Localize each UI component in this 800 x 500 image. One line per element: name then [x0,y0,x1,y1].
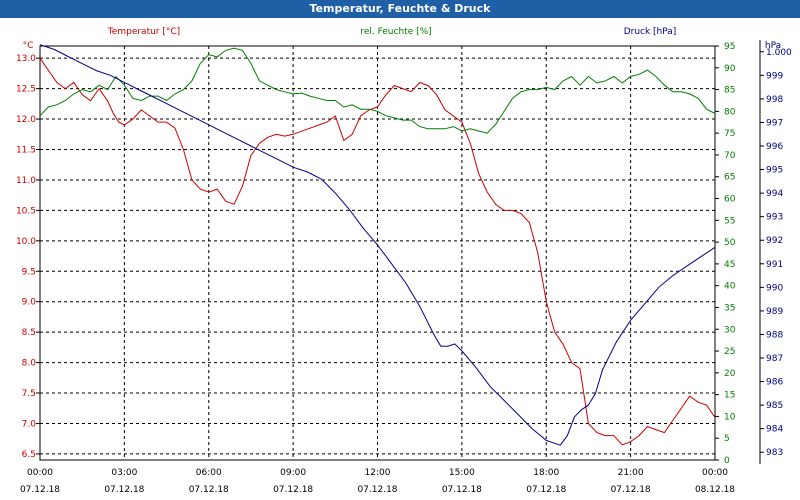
humidity-tick-label: 0 [724,456,730,466]
temperature-tick-label: 10.0 [16,237,36,247]
pressure-unit-label: hPa [765,41,781,51]
pressure-tick-label: 998 [766,95,783,105]
chart-canvas: 00:00 07.12.18 03:00 07.12.18 06:00 07.12.18 0… [16,27,792,495]
humidity-tick-label: 55 [724,216,735,226]
humidity-tick-label: 25 [724,347,735,357]
pressure-tick-label: 985 [766,401,783,411]
legend-humidity: rel. Feuchte [%] [360,27,431,37]
pressure-tick-label: 999 [766,71,783,81]
x-tick-time: 12:00 [365,468,391,478]
pressure-tick-label: 994 [766,189,783,199]
temperature-tick-label: 11.0 [16,176,36,186]
temperature-tick-label: 13.0 [16,54,36,64]
humidity-tick-label: 40 [724,282,736,292]
temperature-tick-label: 9.0 [22,298,37,308]
series-line-temperature [39,57,716,446]
temperature-tick-label: 12.5 [16,85,36,95]
x-tick-date: 07.12.18 [273,485,313,495]
humidity-tick-label: 85 [724,86,735,96]
humidity-tick-label: 95 [724,42,735,52]
temperature-tick-label: 7.5 [22,389,36,399]
temperature-tick-label: 10.5 [16,206,36,216]
temperature-tick-label: 9.5 [22,267,36,277]
humidity-tick-label: 65 [724,173,735,183]
humidity-tick-label: 30 [724,325,736,335]
x-tick-time: 00:00 [702,468,728,478]
pressure-tick-label: 997 [766,118,783,128]
pressure-tick-label: 993 [766,213,783,223]
pressure-tick-label: 984 [766,425,783,435]
temperature-tick-label: 11.5 [16,146,36,156]
x-tick-time: 00:00 [27,468,53,478]
pressure-tick-label: 989 [766,307,783,317]
pressure-tick-label: 1.000 [766,48,792,58]
x-tick-date: 07.12.18 [442,485,482,495]
humidity-tick-label: 70 [724,151,736,161]
x-tick-time: 18:00 [533,468,559,478]
x-tick-time: 15:00 [449,468,475,478]
x-tick-time: 09:00 [280,468,306,478]
x-tick-time: 06:00 [196,468,222,478]
legend-pressure: Druck [hPa] [624,27,677,37]
temperature-tick-label: 7.0 [22,419,37,429]
humidity-tick-label: 75 [724,129,735,139]
pressure-tick-label: 992 [766,236,783,246]
humidity-tick-label: 20 [724,369,736,379]
pressure-tick-label: 996 [766,142,783,152]
x-tick-date: 07.12.18 [526,485,566,495]
humidity-tick-label: 15 [724,391,735,401]
pressure-tick-label: 987 [766,354,783,364]
humidity-tick-label: 60 [724,195,736,205]
legend-temperature: Temperatur [°C] [107,27,180,37]
x-tick-date: 07.12.18 [611,485,651,495]
humidity-tick-label: 35 [724,303,735,313]
x-tick-date: 07.12.18 [189,485,229,495]
x-tick-time: 21:00 [618,468,644,478]
humidity-tick-label: 80 [724,107,736,117]
temperature-tick-label: 6.5 [22,450,36,460]
x-tick-date: 08.12.18 [695,485,735,495]
humidity-tick-label: 5 [724,434,730,444]
chart-title: Temperatur, Feuchte & Druck [0,0,800,18]
pressure-tick-label: 990 [766,283,783,293]
temperature-unit-label: °C [23,41,34,51]
pressure-tick-label: 983 [766,448,783,458]
humidity-tick-label: 45 [724,260,735,270]
series-line-pressure [39,44,716,446]
x-tick-time: 03:00 [111,468,137,478]
humidity-tick-label: 10 [724,412,736,422]
humidity-tick-label: 50 [724,238,736,248]
temperature-tick-label: 8.5 [22,328,36,338]
humidity-tick-label: 90 [724,64,736,74]
pressure-tick-label: 988 [766,330,783,340]
temperature-tick-label: 12.0 [16,115,36,125]
pressure-tick-label: 991 [766,260,783,270]
temperature-tick-label: 8.0 [22,359,37,369]
pressure-tick-label: 986 [766,378,783,388]
pressure-tick-label: 995 [766,166,783,176]
x-tick-date: 07.12.18 [357,485,397,495]
x-tick-date: 07.12.18 [20,485,60,495]
x-tick-date: 07.12.18 [104,485,144,495]
